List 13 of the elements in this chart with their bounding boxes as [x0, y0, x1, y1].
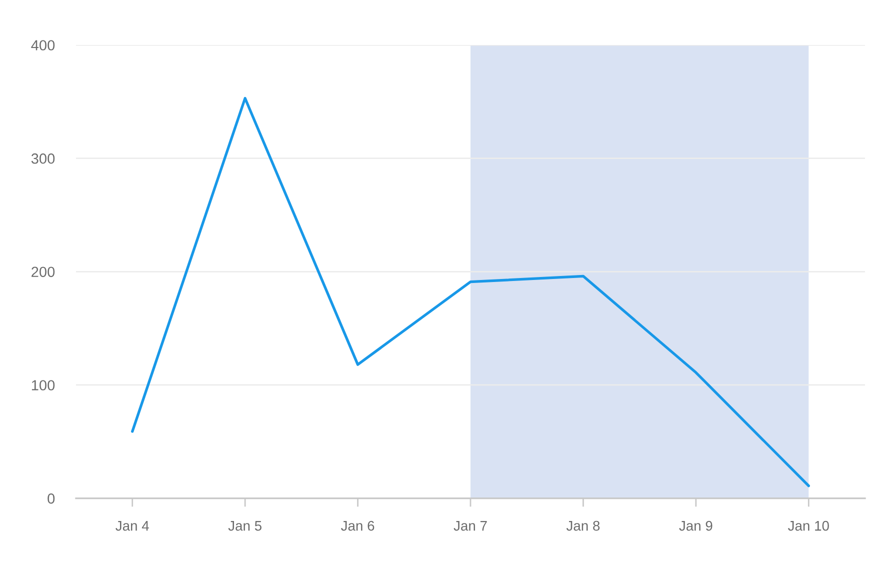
y-tick-label: 100: [32, 380, 55, 390]
x-tick-label: Jan 10: [788, 520, 829, 531]
line-series: [131, 96, 810, 488]
y-tick-label: 400: [31, 40, 55, 50]
x-tick-label: Jan 4: [116, 521, 149, 531]
x-tick-label: Jan 7: [454, 521, 487, 531]
y-tick-label: 200: [32, 266, 55, 278]
y-tick-label: 300: [31, 153, 55, 164]
x-tick-label: Jan 8: [566, 520, 600, 531]
y-tick-label: 0: [48, 493, 55, 504]
x-tick-label: Jan 5: [228, 521, 262, 531]
x-tick-label: Jan 6: [341, 520, 374, 531]
x-tick-label: Jan 9: [679, 520, 712, 531]
